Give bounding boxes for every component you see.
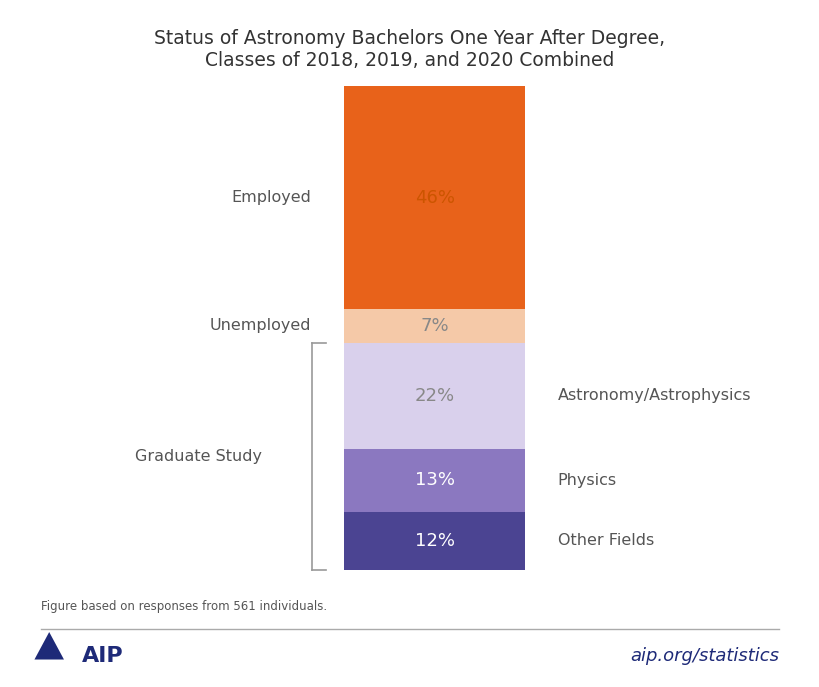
Text: aip.org/statistics: aip.org/statistics	[629, 647, 778, 665]
Text: Physics: Physics	[557, 473, 616, 488]
Text: Status of Astronomy Bachelors One Year After Degree,
Classes of 2018, 2019, and : Status of Astronomy Bachelors One Year A…	[154, 29, 665, 70]
Text: 22%: 22%	[414, 387, 454, 405]
Bar	[344, 308, 524, 343]
Text: 7%: 7%	[420, 317, 448, 335]
Text: 13%: 13%	[414, 471, 454, 489]
Text: Astronomy/Astrophysics: Astronomy/Astrophysics	[557, 388, 750, 403]
Text: Other Fields: Other Fields	[557, 533, 653, 548]
Bar	[344, 87, 524, 308]
Bar	[344, 449, 524, 512]
Text: Graduate Study: Graduate Study	[135, 449, 262, 464]
Text: Figure based on responses from 561 individuals.: Figure based on responses from 561 indiv…	[41, 600, 327, 613]
Text: Unemployed: Unemployed	[210, 318, 311, 333]
Text: AIP: AIP	[82, 646, 124, 666]
Bar	[344, 512, 524, 570]
Text: 46%: 46%	[414, 188, 454, 207]
Bar	[344, 343, 524, 449]
Text: 12%: 12%	[414, 532, 454, 550]
Text: Employed: Employed	[232, 190, 311, 205]
Polygon shape	[34, 632, 64, 660]
